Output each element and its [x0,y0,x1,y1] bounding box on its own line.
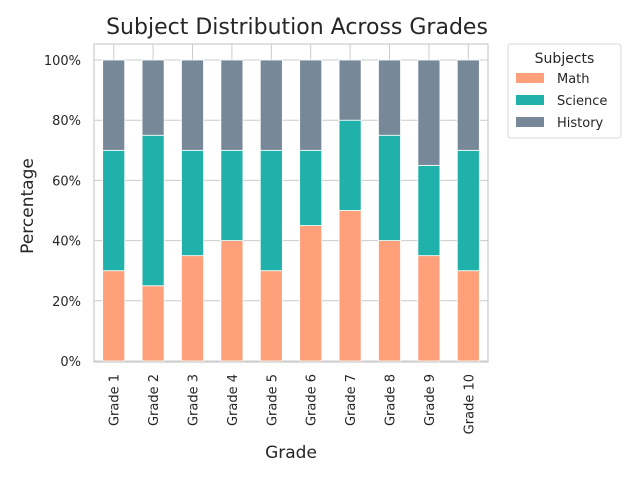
bar-science-grade-9 [417,164,441,257]
x-tick-label: Grade 7 [344,374,359,426]
x-tick-label: Grade 3 [187,374,202,426]
plot-frame [93,43,489,363]
legend-label-math: Math [557,72,590,87]
bar-history-grade-4 [220,59,244,151]
y-tick-label: 80% [52,114,81,129]
y-axis-title: Percentage [18,158,38,254]
bar-math-grade-9 [417,255,441,362]
x-tick-label: Grade 6 [305,374,320,426]
bar-history-grade-6 [299,59,323,151]
legend-swatch-math [516,73,544,83]
bar-history-grade-8 [378,59,401,136]
x-tick-label: Grade 9 [423,374,438,426]
bar-math-grade-3 [181,255,204,362]
bar-science-grade-10 [456,149,480,272]
x-axis-title: Grade [265,443,317,463]
y-tick-label: 0% [60,355,81,370]
legend-label-history: History [557,116,604,131]
y-tick-label: 100% [44,54,81,69]
plot-area: 0% 20% 40% 60% 80% 100% Grade 1 Grade 2 Grade 3 G… [44,43,489,434]
bar-science-grade-3 [181,149,204,257]
bar-history-grade-3 [181,59,204,151]
x-tick-label: Grade 5 [265,374,280,426]
bar-science-grade-8 [378,134,401,241]
bar-science-grade-6 [299,149,323,226]
legend-swatch-science [516,95,544,105]
bar-history-grade-10 [456,59,480,151]
bar-science-grade-2 [141,134,165,287]
bar-history-grade-5 [259,59,283,151]
legend-title: Subjects [535,51,595,67]
legend-swatch-history [516,117,544,127]
bar-math-grade-8 [378,240,401,362]
bar-math-grade-7 [338,210,362,362]
x-tick-label: Grade 2 [147,374,162,426]
legend-box [507,43,622,139]
y-tick-label: 20% [52,295,81,310]
bar-history-grade-7 [338,59,362,121]
bar-math-grade-4 [220,240,244,362]
bar-science-grade-5 [259,149,283,272]
bar-math-grade-1 [102,270,126,362]
bar-math-grade-6 [299,225,323,362]
bar-history-grade-1 [102,59,126,151]
bar-science-grade-4 [220,149,244,242]
y-tick-label: 40% [52,235,81,250]
bar-science-grade-1 [102,149,126,272]
legend-label-science: Science [557,94,607,109]
y-tick-label: 60% [52,174,81,189]
chart-title: Subject Distribution Across Grades [106,15,488,40]
bar-history-grade-9 [417,59,441,166]
x-tick-label: Grade 8 [384,374,399,426]
x-tick-label: Grade 10 [462,374,477,434]
bar-math-grade-2 [141,285,165,362]
x-tick-label: Grade 1 [108,374,123,426]
bar-history-grade-2 [141,59,165,136]
x-tick-label: Grade 4 [226,374,241,426]
bar-science-grade-7 [338,119,362,211]
bar-math-grade-10 [456,270,480,362]
bar-math-grade-5 [259,270,283,362]
legend: Subjects Math Science History [507,43,622,139]
